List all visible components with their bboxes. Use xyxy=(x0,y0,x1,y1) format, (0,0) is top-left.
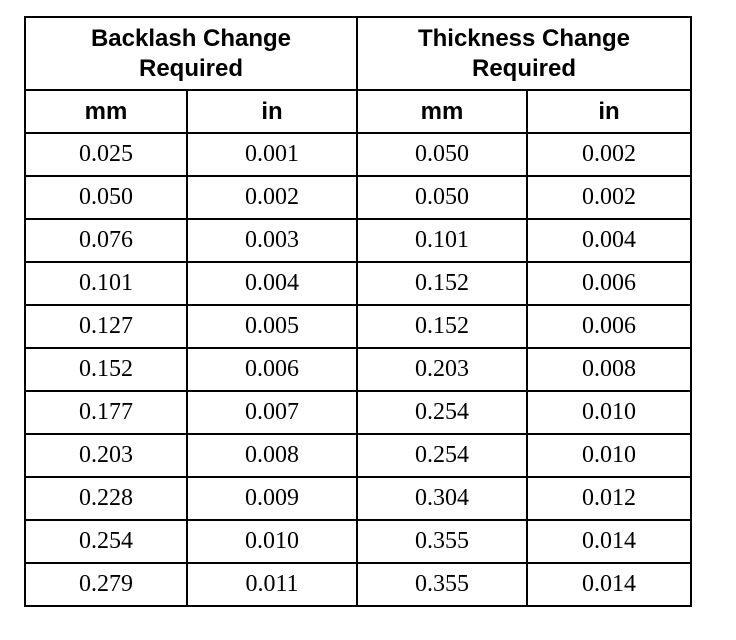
table-cell: 0.228 xyxy=(24,476,188,521)
table-cell: 0.006 xyxy=(186,347,358,392)
table-row: 0.101 0.004 0.152 0.006 xyxy=(24,261,692,306)
table-cell: 0.203 xyxy=(24,433,188,478)
table-cell: 0.152 xyxy=(356,304,528,349)
table-cell: 0.203 xyxy=(356,347,528,392)
unit-header: mm xyxy=(356,89,528,134)
table-row: 0.050 0.002 0.050 0.002 xyxy=(24,175,692,220)
table-cell: 0.050 xyxy=(356,132,528,177)
table-cell: 0.011 xyxy=(186,562,358,607)
table-cell: 0.279 xyxy=(24,562,188,607)
table-cell: 0.009 xyxy=(186,476,358,521)
table-row: 0.177 0.007 0.254 0.010 xyxy=(24,390,692,435)
table-cell: 0.002 xyxy=(186,175,358,220)
group-header-text: Backlash Change Required xyxy=(90,24,292,82)
table-cell: 0.152 xyxy=(24,347,188,392)
table-row: 0.025 0.001 0.050 0.002 xyxy=(24,132,692,177)
table-cell: 0.002 xyxy=(526,175,692,220)
table-cell: 0.101 xyxy=(24,261,188,306)
table-cell: 0.004 xyxy=(526,218,692,263)
table-row: 0.127 0.005 0.152 0.006 xyxy=(24,304,692,349)
unit-header: mm xyxy=(24,89,188,134)
table-cell: 0.008 xyxy=(526,347,692,392)
table-cell: 0.012 xyxy=(526,476,692,521)
table-cell: 0.254 xyxy=(24,519,188,564)
table-cell: 0.304 xyxy=(356,476,528,521)
table-cell: 0.010 xyxy=(186,519,358,564)
table-row: 0.203 0.008 0.254 0.010 xyxy=(24,433,692,478)
group-header: Thickness Change Required xyxy=(356,16,692,91)
table-head: Backlash Change Required Thickness Change… xyxy=(24,16,692,134)
table-cell: 0.127 xyxy=(24,304,188,349)
table-cell: 0.003 xyxy=(186,218,358,263)
table-cell: 0.076 xyxy=(24,218,188,263)
table-cell: 0.014 xyxy=(526,519,692,564)
group-header-row: Backlash Change Required Thickness Change… xyxy=(24,16,692,91)
table-cell: 0.254 xyxy=(356,433,528,478)
table-cell: 0.008 xyxy=(186,433,358,478)
table-cell: 0.025 xyxy=(24,132,188,177)
table-cell: 0.010 xyxy=(526,390,692,435)
table-cell: 0.006 xyxy=(526,261,692,306)
table-cell: 0.002 xyxy=(526,132,692,177)
table-cell: 0.001 xyxy=(186,132,358,177)
table-cell: 0.177 xyxy=(24,390,188,435)
table-row: 0.228 0.009 0.304 0.012 xyxy=(24,476,692,521)
table-cell: 0.355 xyxy=(356,562,528,607)
backlash-table: Backlash Change Required Thickness Change… xyxy=(24,16,692,607)
table-cell: 0.355 xyxy=(356,519,528,564)
table-cell: 0.005 xyxy=(186,304,358,349)
table-cell: 0.050 xyxy=(24,175,188,220)
table-cell: 0.004 xyxy=(186,261,358,306)
table-row: 0.076 0.003 0.101 0.004 xyxy=(24,218,692,263)
unit-header: in xyxy=(526,89,692,134)
table-cell: 0.006 xyxy=(526,304,692,349)
unit-header: in xyxy=(186,89,358,134)
table-row: 0.152 0.006 0.203 0.008 xyxy=(24,347,692,392)
table-cell: 0.254 xyxy=(356,390,528,435)
table-body: 0.025 0.001 0.050 0.002 0.050 0.002 0.050 0.002… xyxy=(24,132,692,607)
table-cell: 0.152 xyxy=(356,261,528,306)
group-header-text: Thickness Change Required xyxy=(417,24,631,82)
table-cell: 0.010 xyxy=(526,433,692,478)
group-header: Backlash Change Required xyxy=(24,16,358,91)
table-cell: 0.007 xyxy=(186,390,358,435)
table-cell: 0.014 xyxy=(526,562,692,607)
table-row: 0.279 0.011 0.355 0.014 xyxy=(24,562,692,607)
table-cell: 0.101 xyxy=(356,218,528,263)
unit-header-row: mm in mm in xyxy=(24,89,692,134)
table-row: 0.254 0.010 0.355 0.014 xyxy=(24,519,692,564)
table-cell: 0.050 xyxy=(356,175,528,220)
